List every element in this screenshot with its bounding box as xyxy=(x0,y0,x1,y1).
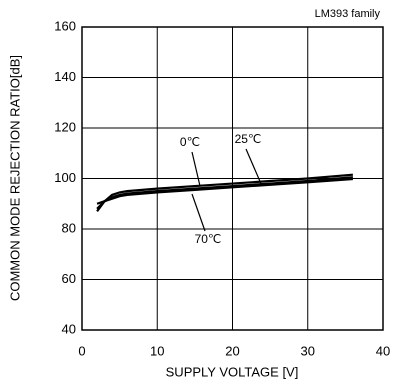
x-tick-label: 40 xyxy=(376,343,390,358)
y-tick-label: 140 xyxy=(54,69,76,84)
line-series xyxy=(96,177,353,205)
plot-frame xyxy=(81,26,384,331)
annotation: 0℃ xyxy=(180,135,200,149)
x-tick-label: 20 xyxy=(225,343,239,358)
x-axis-label: SUPPLY VOLTAGE [V] xyxy=(166,364,299,379)
leader-line xyxy=(245,148,263,187)
chart-note: LM393 family xyxy=(315,8,381,20)
y-axis-label: COMMON MODE REJECTION RATIO[dB] xyxy=(7,55,22,301)
y-tick-label: 60 xyxy=(62,271,76,286)
x-tick-label: 30 xyxy=(301,343,315,358)
y-tick-label: 100 xyxy=(54,170,76,185)
y-tick-label: 80 xyxy=(62,220,76,235)
leader-line xyxy=(191,151,201,187)
x-tick-label: 10 xyxy=(150,343,164,358)
y-tick-label: 120 xyxy=(54,119,76,134)
line-series xyxy=(96,173,353,212)
annotation: 25℃ xyxy=(235,132,262,146)
x-tick-label: 0 xyxy=(78,343,85,358)
leader-line xyxy=(191,193,206,232)
annotation: 70℃ xyxy=(195,232,222,246)
y-tick-label: 40 xyxy=(62,321,76,336)
y-tick-label: 160 xyxy=(54,18,76,33)
